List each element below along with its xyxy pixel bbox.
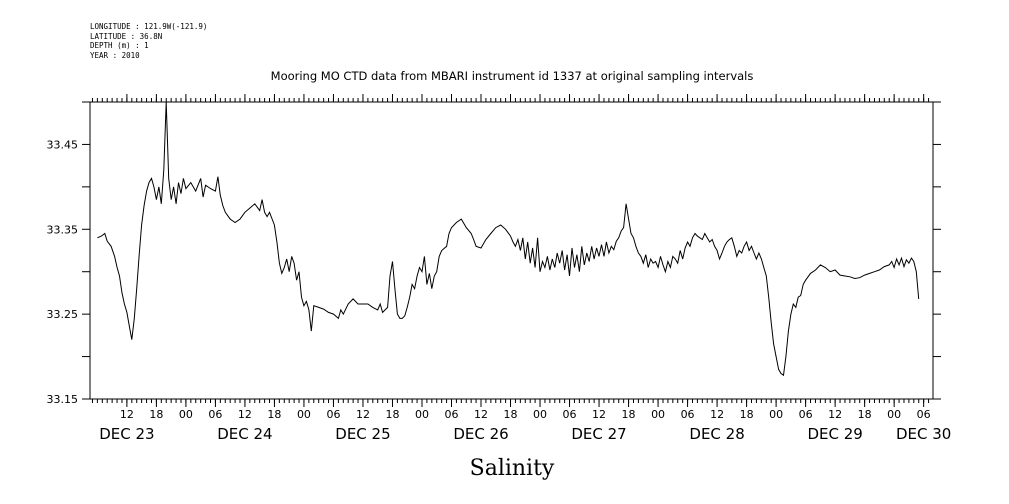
latitude-label: LATITUDE : 36.8N [90, 31, 163, 41]
x-tick-label: 12 [474, 408, 488, 421]
x-tick-label: 18 [385, 408, 399, 421]
x-date-label: DEC 24 [217, 425, 272, 443]
x-tick-label: 18 [740, 408, 754, 421]
year-label: YEAR : 2010 [90, 50, 140, 60]
x-tick-label: 12 [828, 408, 842, 421]
x-tick-label: 18 [622, 408, 636, 421]
series-group [97, 101, 920, 377]
x-date-label: DEC 28 [689, 425, 744, 443]
x-tick-label: 06 [563, 408, 577, 421]
x-tick-label: 12 [238, 408, 252, 421]
metadata-block: LONGITUDE : 121.9W(-121.9) LATITUDE : 36… [90, 22, 207, 60]
x-tick-label: 18 [858, 408, 872, 421]
x-tick-label: 18 [504, 408, 518, 421]
y-tick-label: 33.45 [47, 138, 79, 151]
x-tick-label: 06 [799, 408, 813, 421]
plot-frame [89, 101, 934, 400]
x-date-label: DEC 23 [99, 425, 154, 443]
y-axis: 33.15 33.25 33.35 33.45 [47, 101, 941, 406]
chart-title: Mooring MO CTD data from MBARI instrumen… [271, 69, 754, 83]
x-tick-label: 00 [297, 408, 311, 421]
salinity-series-line [97, 101, 920, 377]
x-tick-label: 00 [769, 408, 783, 421]
x-date-label: DEC 26 [453, 425, 508, 443]
x-tick-label: 12 [710, 408, 724, 421]
depth-label: DEPTH (m) : 1 [90, 41, 149, 50]
x-tick-label: 12 [592, 408, 606, 421]
x-tick-label: 00 [179, 408, 193, 421]
longitude-label: LONGITUDE : 121.9W(-121.9) [90, 22, 208, 31]
y-tick-label: 33.25 [47, 308, 79, 321]
axis-label-y: Salinity [470, 456, 555, 481]
x-tick-label: 00 [887, 408, 901, 421]
x-tick-label: 18 [267, 408, 281, 421]
x-date-label: DEC 27 [571, 425, 626, 443]
x-tick-label: 12 [356, 408, 370, 421]
x-tick-label: 00 [415, 408, 429, 421]
y-tick-label: 33.15 [47, 393, 79, 406]
x-tick-label: 06 [208, 408, 222, 421]
x-tick-label: 18 [149, 408, 163, 421]
x-date-label: DEC 25 [335, 425, 390, 443]
x-tick-label: 06 [917, 408, 931, 421]
x-tick-label: 00 [651, 408, 665, 421]
x-date-label: DEC 29 [807, 425, 862, 443]
x-date-label: DEC 30 [896, 425, 951, 443]
x-tick-label: 06 [681, 408, 695, 421]
y-tick-label: 33.35 [47, 223, 79, 236]
x-tick-label: 12 [120, 408, 134, 421]
x-tick-label: 06 [326, 408, 340, 421]
x-axis: 12 18 00 06 12 18 00 06 12 18 00 06 12 18 00 06 12 18 00 06… [99, 94, 951, 443]
x-tick-label: 06 [444, 408, 458, 421]
x-tick-label: 00 [533, 408, 547, 421]
minor-ticks [91, 98, 930, 403]
